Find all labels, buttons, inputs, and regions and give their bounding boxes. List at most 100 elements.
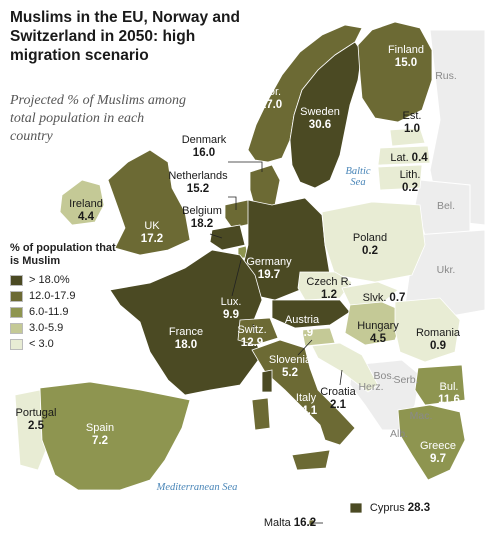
label-latvia: Lat. 0.4 xyxy=(390,152,427,165)
label-leader-lines xyxy=(209,161,343,524)
country-shape-estonia xyxy=(389,127,426,147)
label-portugal: Portugal 2.5 xyxy=(16,407,57,433)
neighbor-label: Mac. xyxy=(409,410,433,422)
country-name: Hungary xyxy=(357,320,399,332)
country-value: 16.0 xyxy=(192,147,216,159)
country-shape-bulgaria xyxy=(414,364,466,406)
country-shape-greece xyxy=(397,404,466,481)
country-shape-austria xyxy=(271,299,351,329)
country-value: 0.2 xyxy=(401,182,418,194)
country-value: 17.0 xyxy=(259,99,283,111)
country-value: 17.2 xyxy=(140,233,164,245)
country-shape-croatia xyxy=(311,342,379,393)
country-name: Poland xyxy=(352,232,388,244)
lux-leader-line xyxy=(231,259,242,297)
legend-swatch xyxy=(10,290,23,302)
label-denmark: Denmark 16.0 xyxy=(182,134,227,160)
country-value: 19.7 xyxy=(257,269,281,281)
label-bulgaria: Bul. 11.6 xyxy=(438,381,460,407)
country-value: 2.1 xyxy=(330,399,346,411)
country-shape-poland xyxy=(321,201,426,283)
country-name: Sweden xyxy=(300,106,340,118)
country-value: 19.9 xyxy=(290,327,314,339)
country-shape-ireland xyxy=(59,179,105,226)
country-value: 18.0 xyxy=(174,339,198,351)
country-shape-switzerland xyxy=(237,317,279,346)
label-spain: Spain 7.2 xyxy=(86,422,114,448)
denmark-leader-line xyxy=(228,161,263,172)
country-name: Lat. xyxy=(390,152,409,164)
slovenia-leader-line xyxy=(297,339,313,356)
country-value: 4.5 xyxy=(369,333,386,345)
neighbor-label: Serb. xyxy=(393,374,419,386)
legend-label: 3.0-5.9 xyxy=(29,322,64,334)
map-title: Muslims in the EU, Norway and Switzerlan… xyxy=(10,9,240,64)
label-italy: Italy 14.1 xyxy=(295,392,317,418)
map-subtitle: Projected % of Muslims among total popul… xyxy=(10,93,187,144)
legend-item: 12.0-17.9 xyxy=(10,288,75,304)
neighbor-label: Bel. xyxy=(436,200,456,212)
country-shape-netherlands xyxy=(224,199,251,229)
label-slovenia: Slovenia 5.2 xyxy=(269,354,311,380)
label-malta: Malta 16.2 xyxy=(264,517,316,530)
country-name: Ireland xyxy=(69,198,103,210)
sea-label: Mediterranean Sea xyxy=(156,482,238,493)
country-shape-uk xyxy=(107,149,191,256)
neighbor-label: Herz. xyxy=(358,381,384,393)
country-name: Slvk. xyxy=(362,292,387,304)
legend-item: 6.0-11.9 xyxy=(10,304,75,320)
country-name: Belgium xyxy=(182,205,222,217)
label-croatia: Croatia 2.1 xyxy=(320,386,355,412)
legend-label: 12.0-17.9 xyxy=(29,290,76,302)
country-name: UK xyxy=(144,220,160,232)
country-shape-czech xyxy=(297,271,353,301)
country-shape-spain xyxy=(39,381,191,491)
label-ireland: Ireland 4.4 xyxy=(69,198,103,224)
country-shape-sicily xyxy=(291,449,331,471)
legend-item: 3.0-5.9 xyxy=(10,320,75,336)
country-name: Germany xyxy=(246,256,292,268)
country-shape-latvia xyxy=(377,145,431,166)
country-value: 7.2 xyxy=(91,435,108,447)
country-shape-sardinia xyxy=(251,397,271,431)
country-name: Greece xyxy=(419,440,457,452)
country-shape-romania xyxy=(394,297,461,363)
legend-item: < 3.0 xyxy=(10,336,75,352)
label-hungary: Hungary 4.5 xyxy=(357,320,399,346)
country-value: 15.0 xyxy=(394,57,418,69)
sea-label: Baltic Sea xyxy=(345,166,371,188)
switz-leader-line xyxy=(252,323,256,333)
country-name: France xyxy=(168,326,204,338)
country-name: Croatia xyxy=(320,386,356,398)
legend-title: % of population that is Muslim xyxy=(10,242,116,267)
country-value: 0.2 xyxy=(361,245,378,257)
country-name: Spain xyxy=(85,422,115,434)
country-name: Czech R. xyxy=(306,276,352,288)
country-value: 14.1 xyxy=(294,405,318,417)
legend-swatch xyxy=(10,338,23,350)
country-name: Netherlands xyxy=(168,170,228,182)
croatia-leader-line xyxy=(339,369,343,386)
country-name: Est. xyxy=(402,110,422,122)
label-netherlands: Netherlands 15.2 xyxy=(168,170,227,196)
country-value: 11.6 xyxy=(438,394,460,406)
country-value: 0.4 xyxy=(411,152,428,164)
label-norway: Nor. 17.0 xyxy=(260,86,282,112)
country-shape-lithuania xyxy=(377,164,423,191)
country-value: 15.2 xyxy=(186,183,210,195)
legend-label: > 18.0% xyxy=(29,274,70,286)
country-name: Cyprus xyxy=(369,502,405,514)
legend-swatch xyxy=(10,306,23,318)
label-sweden: Sweden 30.6 xyxy=(300,106,340,132)
country-name: Bul. xyxy=(439,381,459,393)
country-name: Denmark xyxy=(181,134,227,146)
legend-swatch xyxy=(10,322,23,334)
country-value: 0.9 xyxy=(430,340,446,352)
country-shape-finland xyxy=(357,21,433,123)
country-value: 28.3 xyxy=(407,502,431,514)
country-shape-france xyxy=(109,249,263,396)
label-poland: Poland 0.2 xyxy=(353,232,387,258)
country-shape-malta xyxy=(308,519,315,526)
